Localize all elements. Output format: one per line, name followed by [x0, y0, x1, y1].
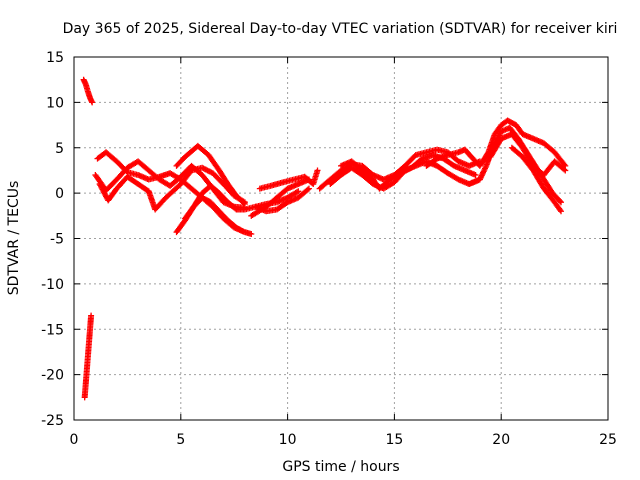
x-tick-label: 25 [599, 432, 617, 448]
data-point [562, 167, 569, 174]
y-tick-label: 5 [55, 141, 64, 157]
y-tick-label: 10 [46, 95, 64, 111]
chart-title: Day 365 of 2025, Sidereal Day-to-day VTE… [63, 21, 618, 37]
data-point [293, 189, 300, 196]
series-arc-o [423, 117, 569, 169]
y-tick-label: -25 [41, 413, 64, 429]
series-arc-k [252, 185, 312, 215]
data-point [241, 201, 248, 208]
data-point [561, 166, 568, 173]
data-point [238, 227, 245, 234]
y-tick-label: -5 [50, 232, 64, 248]
series-arc-g [173, 142, 248, 208]
series-arc-b [81, 312, 95, 401]
data-point [557, 206, 564, 213]
x-tick-label: 20 [492, 432, 510, 448]
y-tick-label: -20 [41, 368, 64, 384]
grid [73, 56, 609, 421]
x-tick-label: 0 [70, 432, 79, 448]
data-point [472, 171, 479, 178]
y-tick-label: -15 [41, 322, 64, 338]
y-tick-label: 15 [46, 50, 64, 66]
series-arc-h [182, 194, 246, 235]
x-axis-label: GPS time / hours [282, 459, 399, 475]
data-point [305, 185, 312, 192]
data-point [558, 199, 565, 206]
y-tick-label: -10 [41, 277, 64, 293]
tick-labels: 0 5 10 15 20 25 -25 -20 -15 -10 -5 0 5 10 15 [41, 50, 617, 448]
data-point [295, 188, 302, 195]
data-point [239, 228, 246, 235]
y-axis-label: SDTVAR / TECUs [6, 181, 22, 296]
series-arc-a [80, 76, 96, 106]
data-point [248, 230, 255, 237]
plot-frame [73, 56, 609, 421]
data-points [80, 76, 569, 401]
data-point [304, 186, 311, 193]
data-point [556, 198, 563, 205]
x-tick-label: 15 [385, 432, 403, 448]
data-point [314, 167, 321, 174]
data-point [89, 99, 96, 106]
y-tick-label: 0 [55, 186, 64, 202]
x-tick-label: 5 [176, 432, 185, 448]
data-point [88, 312, 95, 319]
data-point [558, 208, 565, 215]
series-arc-j [256, 167, 321, 192]
data-point [240, 199, 247, 206]
series-arc-r [487, 131, 569, 178]
x-tick-label: 10 [279, 432, 297, 448]
